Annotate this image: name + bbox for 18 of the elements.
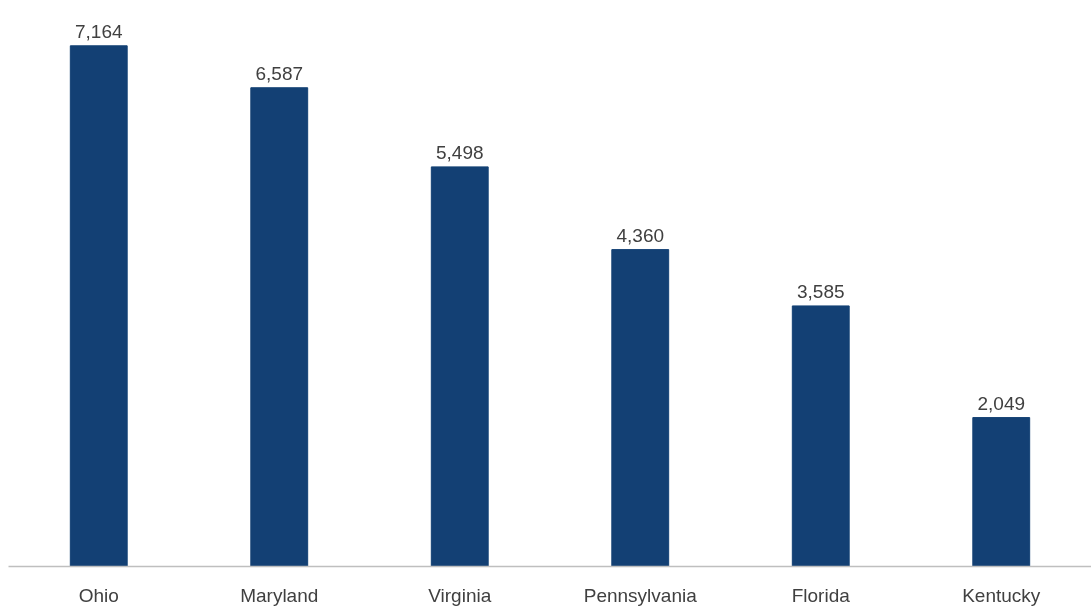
data-label: 6,587 — [255, 62, 304, 84]
data-label: 2,049 — [977, 392, 1026, 414]
bar — [972, 417, 1031, 567]
bar — [611, 249, 670, 567]
data-label: 4,360 — [616, 224, 665, 246]
bar — [250, 87, 309, 567]
bar — [791, 305, 850, 567]
data-label: 5,498 — [435, 141, 484, 163]
x-tick-label: Kentucky — [962, 584, 1041, 606]
x-tick-label: Pennsylvania — [583, 584, 698, 606]
x-tick-label: Florida — [791, 584, 851, 606]
bar — [69, 45, 128, 567]
x-tick-label: Virginia — [428, 584, 492, 606]
data-label: 7,164 — [74, 20, 123, 42]
bar — [430, 166, 489, 567]
data-label: 3,585 — [796, 280, 845, 302]
x-tick-label: Maryland — [240, 584, 319, 606]
x-tick-label: Ohio — [78, 584, 119, 606]
